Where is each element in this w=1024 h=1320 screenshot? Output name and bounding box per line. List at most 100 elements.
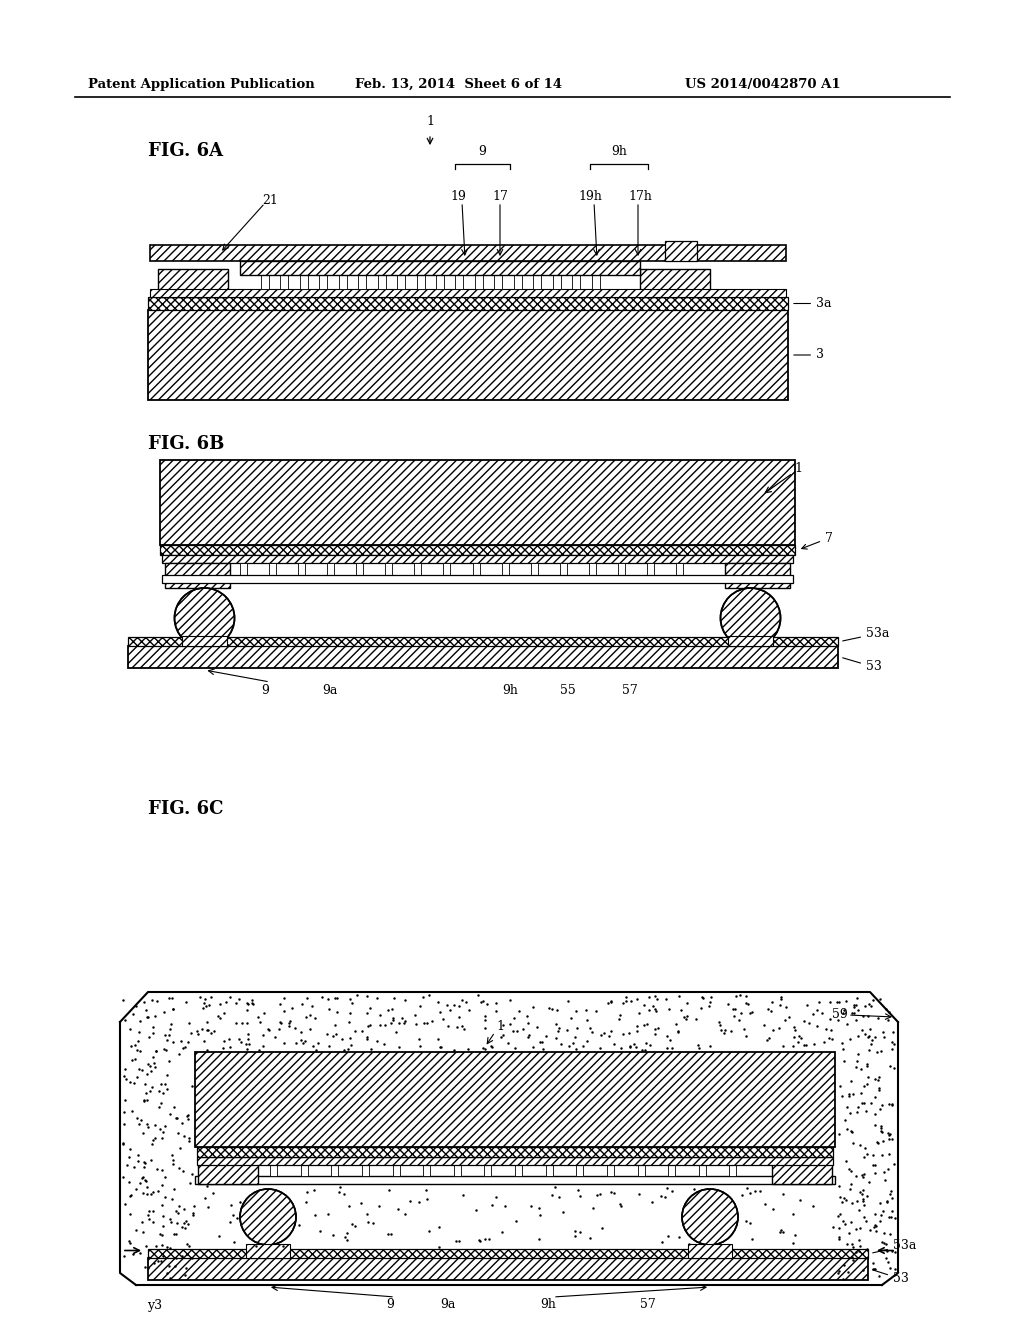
- Text: 53: 53: [872, 1270, 909, 1286]
- Bar: [301, 1166, 307, 1176]
- Text: 21: 21: [262, 194, 278, 206]
- Bar: [240, 564, 247, 576]
- Bar: [553, 275, 561, 289]
- Bar: [182, 636, 227, 645]
- Text: 17h: 17h: [628, 190, 652, 202]
- Bar: [160, 459, 795, 545]
- Text: 3a: 3a: [794, 297, 831, 310]
- Text: 19h: 19h: [579, 190, 602, 202]
- Bar: [197, 1158, 833, 1166]
- Bar: [158, 269, 228, 297]
- Text: 57: 57: [640, 1299, 656, 1312]
- Bar: [592, 275, 600, 289]
- Bar: [328, 564, 334, 576]
- Bar: [128, 645, 838, 668]
- Text: 9h: 9h: [540, 1299, 556, 1312]
- Bar: [415, 564, 421, 576]
- Bar: [195, 1176, 835, 1184]
- Text: 53a: 53a: [872, 1239, 916, 1253]
- Bar: [162, 576, 793, 583]
- Bar: [456, 275, 464, 289]
- Bar: [515, 1166, 522, 1176]
- Bar: [148, 1249, 868, 1258]
- Text: 9a: 9a: [323, 684, 338, 697]
- Circle shape: [682, 1189, 738, 1245]
- Bar: [148, 297, 788, 310]
- Circle shape: [240, 1189, 296, 1245]
- Bar: [356, 564, 364, 576]
- Text: 9h: 9h: [611, 145, 627, 158]
- Bar: [436, 275, 444, 289]
- Bar: [281, 275, 288, 289]
- Bar: [270, 1166, 278, 1176]
- Bar: [577, 1166, 584, 1176]
- Text: 55: 55: [560, 684, 575, 697]
- Bar: [729, 1166, 736, 1176]
- Text: 3: 3: [794, 348, 824, 362]
- Bar: [647, 564, 654, 576]
- Bar: [728, 636, 773, 645]
- Text: 57: 57: [623, 684, 638, 697]
- Bar: [319, 275, 327, 289]
- Bar: [698, 1166, 706, 1176]
- Text: 17: 17: [493, 190, 508, 202]
- Bar: [148, 310, 788, 400]
- Bar: [638, 1166, 644, 1176]
- Bar: [514, 275, 522, 289]
- Bar: [484, 1166, 492, 1176]
- Text: FIG. 6B: FIG. 6B: [148, 436, 224, 453]
- Bar: [298, 564, 305, 576]
- Text: 19: 19: [451, 190, 466, 202]
- Text: 1: 1: [794, 462, 802, 474]
- Bar: [331, 1166, 338, 1176]
- Bar: [589, 564, 596, 576]
- Bar: [546, 1166, 553, 1176]
- Text: 9: 9: [261, 684, 269, 697]
- Text: Patent Application Publication: Patent Application Publication: [88, 78, 314, 91]
- Text: 59: 59: [833, 1008, 848, 1022]
- Bar: [530, 564, 538, 576]
- Circle shape: [174, 587, 234, 648]
- Bar: [339, 275, 347, 289]
- Text: 9: 9: [478, 145, 486, 158]
- Text: y3: y3: [147, 1299, 163, 1312]
- Text: 9a: 9a: [440, 1299, 456, 1312]
- Bar: [472, 564, 479, 576]
- Text: 9h: 9h: [502, 684, 518, 697]
- Text: 7: 7: [802, 532, 833, 549]
- Bar: [572, 275, 581, 289]
- Text: 1: 1: [496, 1020, 504, 1034]
- Bar: [150, 289, 786, 297]
- Text: 53: 53: [843, 657, 882, 673]
- Text: 1: 1: [426, 115, 434, 128]
- Bar: [495, 275, 503, 289]
- Bar: [392, 1166, 399, 1176]
- Text: 9: 9: [386, 1299, 394, 1312]
- Bar: [417, 275, 425, 289]
- Bar: [665, 242, 697, 261]
- Bar: [162, 554, 793, 564]
- Bar: [165, 564, 230, 587]
- Bar: [443, 564, 451, 576]
- Bar: [534, 275, 542, 289]
- Bar: [502, 564, 509, 576]
- Bar: [725, 564, 790, 587]
- Bar: [640, 269, 710, 297]
- Bar: [617, 564, 625, 576]
- Bar: [607, 1166, 613, 1176]
- Bar: [300, 275, 307, 289]
- Bar: [197, 1147, 833, 1158]
- Bar: [148, 1258, 868, 1280]
- Bar: [150, 246, 786, 261]
- Text: Feb. 13, 2014  Sheet 6 of 14: Feb. 13, 2014 Sheet 6 of 14: [355, 78, 562, 91]
- Bar: [240, 261, 640, 275]
- Bar: [128, 638, 838, 645]
- Bar: [385, 564, 392, 576]
- Text: 53a: 53a: [843, 627, 890, 642]
- Bar: [423, 1166, 430, 1176]
- Text: US 2014/0042870 A1: US 2014/0042870 A1: [685, 78, 841, 91]
- Bar: [378, 275, 386, 289]
- Bar: [772, 1162, 831, 1184]
- Bar: [358, 275, 367, 289]
- Bar: [688, 1243, 732, 1258]
